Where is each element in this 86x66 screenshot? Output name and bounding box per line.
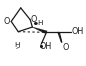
Text: O: O: [62, 43, 69, 52]
Polygon shape: [32, 27, 47, 34]
Text: OH: OH: [40, 42, 52, 51]
Text: H: H: [15, 42, 20, 48]
Text: OH: OH: [71, 27, 84, 36]
Text: O: O: [31, 15, 37, 24]
Text: O: O: [4, 17, 10, 26]
Text: H: H: [37, 20, 42, 26]
